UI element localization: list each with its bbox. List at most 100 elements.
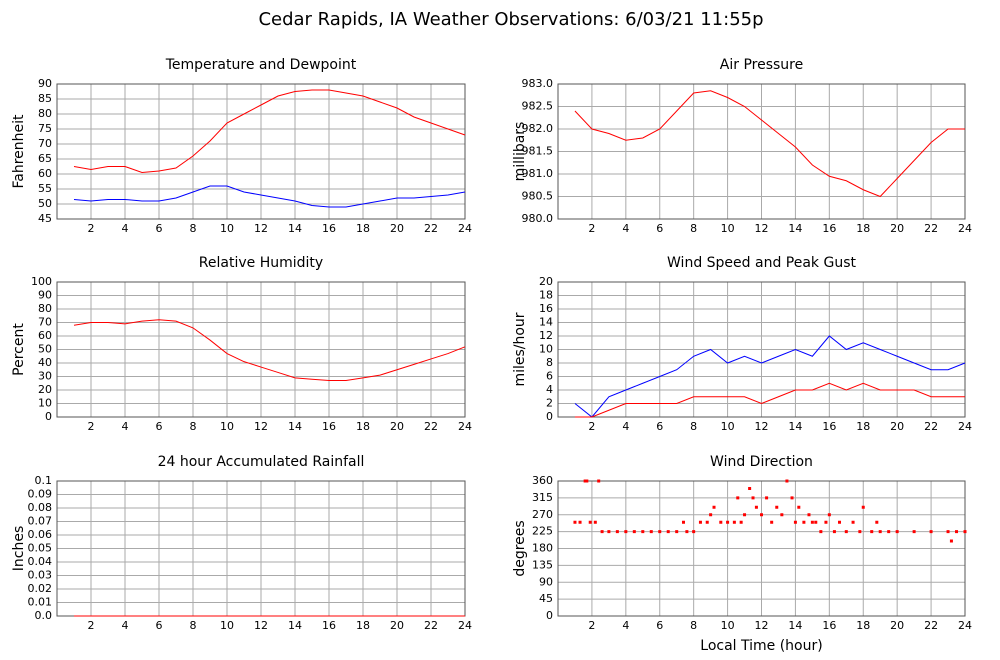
y-tick-label: 0.1 [35, 474, 53, 487]
data-point [712, 505, 716, 509]
data-point [929, 530, 933, 534]
y-tick-label: 20 [38, 383, 52, 396]
y-tick-label: 980.5 [522, 190, 554, 203]
y-tick-label: 70 [38, 316, 52, 329]
y-tick-label: 981.0 [522, 167, 554, 180]
chart-title: Wind Speed and Peak Gust [667, 255, 856, 271]
y-tick-label: 315 [532, 491, 553, 504]
y-axis-label: Percent [11, 323, 27, 376]
x-tick-label: 14 [788, 420, 802, 433]
y-tick-label: 40 [38, 356, 52, 369]
x-tick-label: 2 [88, 222, 95, 235]
data-point [573, 520, 577, 524]
x-tick-label: 22 [924, 619, 938, 632]
x-tick-label: 10 [220, 222, 234, 235]
y-tick-label: 80 [38, 107, 52, 120]
y-tick-label: 0.04 [28, 555, 53, 568]
y-tick-label: 0.02 [28, 582, 53, 595]
data-point [912, 530, 916, 534]
x-tick-label: 20 [890, 619, 904, 632]
data-point [736, 496, 740, 500]
x-tick-label: 20 [890, 222, 904, 235]
data-point [765, 496, 769, 500]
y-tick-label: 983.0 [522, 77, 554, 90]
data-point [600, 530, 604, 534]
y-tick-label: 360 [532, 474, 553, 487]
x-tick-label: 10 [220, 420, 234, 433]
y-tick-label: 20 [539, 275, 553, 288]
y-tick-label: 80 [38, 302, 52, 315]
x-tick-label: 22 [924, 420, 938, 433]
x-tick-label: 18 [856, 420, 870, 433]
data-point [955, 530, 959, 534]
y-tick-label: 100 [31, 275, 52, 288]
x-tick-label: 6 [156, 222, 163, 235]
plot-frame [56, 83, 466, 220]
y-tick-label: 75 [38, 122, 52, 135]
y-axis-label: miles/hour [512, 312, 528, 386]
y-tick-label: 10 [38, 397, 52, 410]
x-tick-label: 2 [588, 619, 595, 632]
data-point [770, 520, 774, 524]
x-tick-label: 10 [721, 619, 735, 632]
plot-frame [557, 281, 966, 418]
data-point [895, 530, 899, 534]
chart-title: Temperature and Dewpoint [165, 57, 357, 73]
data-point [709, 513, 713, 517]
y-tick-label: 70 [38, 137, 52, 150]
x-tick-label: 2 [588, 420, 595, 433]
chart-title: Wind Direction [710, 454, 813, 470]
x-tick-label: 8 [190, 222, 197, 235]
x-tick-label: 16 [322, 420, 336, 433]
y-tick-label: 45 [38, 212, 52, 225]
data-point [588, 520, 592, 524]
data-point [698, 520, 702, 524]
y-tick-label: 14 [539, 316, 553, 329]
data-point [810, 520, 814, 524]
data-point [583, 479, 587, 483]
x-tick-label: 14 [288, 420, 302, 433]
x-tick-label: 20 [890, 420, 904, 433]
x-tick-label: 12 [755, 420, 769, 433]
x-tick-label: 16 [822, 420, 836, 433]
x-tick-label: 4 [122, 420, 129, 433]
y-tick-label: 6 [546, 370, 553, 383]
x-tick-label: 16 [822, 222, 836, 235]
y-axis-label: Inches [11, 526, 27, 571]
y-tick-label: 45 [539, 592, 553, 605]
x-tick-label: 20 [390, 420, 404, 433]
y-tick-label: 30 [38, 370, 52, 383]
chart-title: Relative Humidity [199, 255, 323, 271]
data-point [685, 530, 689, 534]
y-tick-label: 0 [546, 609, 553, 622]
y-tick-label: 55 [38, 182, 52, 195]
data-line [574, 335, 966, 418]
x-tick-label: 8 [690, 222, 697, 235]
y-axis-label: Fahrenheit [11, 114, 27, 189]
x-tick-label: 20 [390, 619, 404, 632]
y-tick-label: 0.01 [28, 596, 53, 609]
data-point [785, 479, 789, 483]
data-point [819, 530, 823, 534]
x-tick-label: 8 [190, 420, 197, 433]
data-point [814, 520, 818, 524]
plot-frame [557, 83, 966, 220]
x-tick-label: 2 [88, 619, 95, 632]
x-tick-label: 14 [288, 619, 302, 632]
data-point [832, 530, 836, 534]
x-tick-label: 14 [788, 222, 802, 235]
data-point [807, 513, 811, 517]
y-tick-label: 0.08 [28, 501, 53, 514]
x-tick-label: 4 [622, 222, 629, 235]
x-tick-label: 22 [424, 619, 438, 632]
data-point [949, 539, 953, 543]
data-point [760, 513, 763, 517]
data-point [607, 530, 611, 534]
data-point [632, 530, 636, 534]
data-point [851, 520, 855, 524]
data-line [73, 319, 466, 382]
x-tick-label: 18 [356, 420, 370, 433]
y-tick-label: 65 [38, 152, 52, 165]
data-point [739, 520, 743, 524]
x-tick-label: 22 [924, 222, 938, 235]
